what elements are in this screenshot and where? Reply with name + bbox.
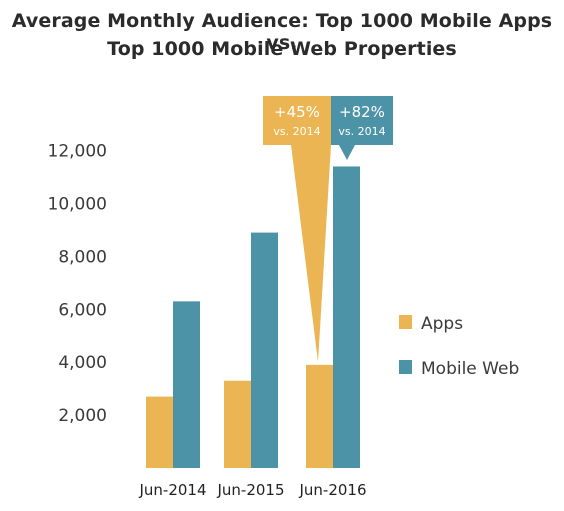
callout-value-1: +45%: [274, 103, 320, 121]
y-tick-label: 4,000: [58, 353, 107, 373]
legend-apps-swatch: [399, 315, 412, 329]
apps-bar-jun-2015: [224, 380, 251, 468]
chart-title-line-1: Average Monthly Audience: Top 1000 Mobil…: [11, 10, 553, 54]
callout-box-1: [263, 96, 331, 145]
callout-value-2: +82%: [339, 103, 385, 121]
apps-bar-jun-2016: [306, 364, 333, 468]
legend-mobile-web-swatch: [399, 360, 412, 374]
y-tick-label: 12,000: [48, 142, 107, 162]
x-category-label: Jun-2016: [298, 481, 366, 499]
x-category-label: Jun-2015: [216, 481, 284, 499]
callout-pointer-2: [339, 145, 355, 160]
callout-pointer-1: [291, 145, 331, 362]
callout-box-2: [331, 96, 393, 145]
x-category-label: Jun-2014: [138, 481, 206, 499]
callout-note-2: vs. 2014: [338, 125, 385, 138]
y-tick-label: 8,000: [58, 247, 107, 267]
y-tick-label: 6,000: [58, 300, 107, 320]
mobile-web-bar-jun-2015: [251, 232, 278, 468]
legend-mobile-web-label: Mobile Web: [421, 359, 519, 379]
y-tick-label: 2,000: [58, 406, 107, 426]
chart-title-line-2: Top 1000 Mobile Web Properties: [107, 38, 457, 60]
apps-bar-jun-2014: [146, 396, 173, 468]
callout-note-1: vs. 2014: [273, 125, 320, 138]
y-tick-label: 10,000: [48, 195, 107, 215]
mobile-web-bar-jun-2014: [173, 301, 200, 468]
legend-apps-label: Apps: [421, 314, 463, 334]
mobile-web-bar-jun-2016: [333, 166, 360, 468]
